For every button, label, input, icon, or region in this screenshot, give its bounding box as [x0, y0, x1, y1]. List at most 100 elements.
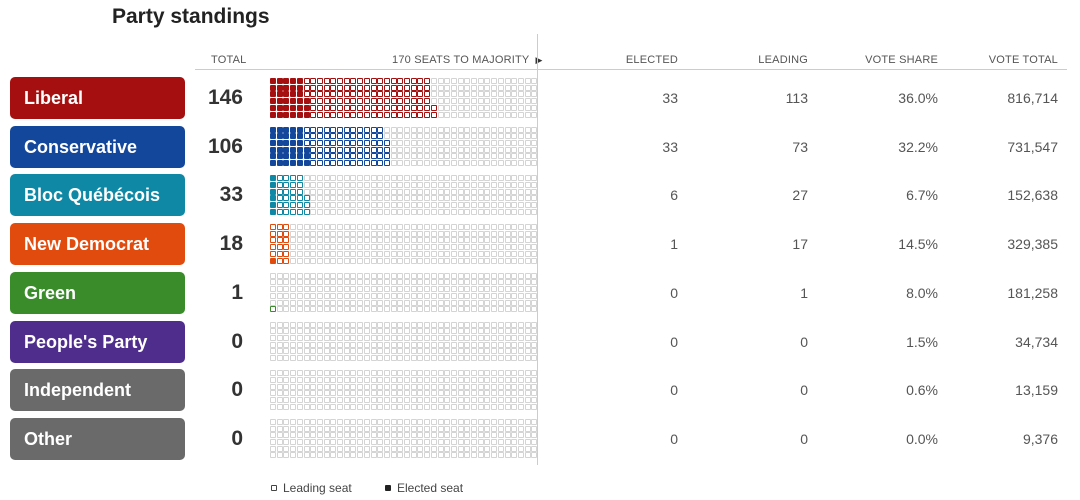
- empty-seat: [357, 244, 364, 251]
- empty-seat: [296, 334, 303, 341]
- empty-seat: [417, 202, 424, 209]
- empty-seat: [497, 390, 504, 397]
- empty-seat: [270, 279, 276, 286]
- empty-seat: [477, 334, 484, 341]
- empty-seat: [424, 334, 431, 341]
- elected-seat: [283, 126, 290, 133]
- leading-seat: [337, 98, 343, 105]
- empty-seat: [310, 334, 317, 341]
- leading-seat: [363, 104, 370, 111]
- leading-seat: [283, 257, 290, 264]
- empty-seat: [417, 445, 424, 452]
- party-label[interactable]: Other: [10, 417, 185, 460]
- empty-seat: [404, 452, 410, 459]
- empty-seat: [517, 78, 524, 84]
- empty-seat: [290, 403, 297, 410]
- empty-seat: [397, 250, 404, 257]
- empty-seat: [471, 396, 477, 403]
- leading-seat: [303, 208, 310, 215]
- seat-grid: [270, 175, 538, 215]
- empty-seat: [276, 396, 283, 403]
- empty-seat: [491, 432, 498, 439]
- empty-seat: [430, 272, 437, 279]
- empty-seat: [323, 348, 330, 355]
- empty-seat: [316, 418, 323, 425]
- empty-seat: [303, 250, 310, 257]
- leading-seat: [363, 133, 370, 140]
- empty-seat: [337, 341, 343, 348]
- leading-seat: [290, 208, 297, 215]
- empty-seat: [491, 272, 498, 279]
- empty-seat: [471, 126, 477, 133]
- empty-seat: [417, 321, 424, 328]
- party-label[interactable]: New Democrat: [10, 223, 185, 266]
- empty-seat: [531, 208, 538, 215]
- empty-seat: [410, 230, 417, 237]
- empty-seat: [370, 202, 377, 209]
- empty-seat: [511, 445, 518, 452]
- empty-seat: [524, 104, 531, 111]
- empty-seat: [290, 390, 297, 397]
- seat-total: 1: [231, 280, 243, 304]
- empty-seat: [464, 140, 471, 147]
- empty-seat: [337, 383, 343, 390]
- empty-seat: [450, 403, 457, 410]
- empty-seat: [303, 182, 310, 189]
- party-label[interactable]: People's Party: [10, 320, 185, 363]
- empty-seat: [357, 299, 364, 306]
- party-label[interactable]: Liberal: [10, 77, 185, 119]
- leading-seat: [350, 146, 357, 153]
- empty-seat: [343, 355, 350, 361]
- empty-seat: [276, 370, 283, 377]
- party-label[interactable]: Green: [10, 271, 185, 314]
- empty-seat: [424, 452, 431, 459]
- empty-seat: [337, 244, 343, 251]
- empty-seat: [316, 237, 323, 244]
- empty-seat: [464, 98, 471, 105]
- empty-seat: [350, 257, 357, 264]
- empty-seat: [511, 188, 518, 195]
- empty-seat: [464, 341, 471, 348]
- empty-seat: [477, 425, 484, 432]
- party-label[interactable]: Conservative: [10, 125, 185, 168]
- empty-seat: [357, 418, 364, 425]
- empty-seat: [511, 250, 518, 257]
- empty-seat: [270, 418, 276, 425]
- empty-seat: [437, 279, 444, 286]
- leading-seat: [377, 91, 384, 98]
- leading-count: 17: [792, 236, 808, 253]
- empty-seat: [464, 445, 471, 452]
- leading-seat: [383, 78, 390, 84]
- empty-seat: [437, 403, 444, 410]
- empty-seat: [417, 182, 424, 189]
- empty-seat: [323, 334, 330, 341]
- empty-seat: [350, 418, 357, 425]
- empty-seat: [290, 418, 297, 425]
- leading-count: 113: [785, 90, 808, 106]
- empty-seat: [511, 224, 518, 231]
- empty-seat: [410, 224, 417, 231]
- empty-seat: [290, 224, 297, 231]
- empty-seat: [316, 432, 323, 439]
- empty-seat: [524, 383, 531, 390]
- empty-seat: [390, 299, 397, 306]
- empty-seat: [397, 396, 404, 403]
- header-elected: ELECTED: [625, 54, 678, 66]
- empty-seat: [370, 383, 377, 390]
- elected-count: 33: [662, 138, 678, 155]
- empty-seat: [377, 250, 384, 257]
- empty-seat: [404, 140, 410, 147]
- empty-seat: [390, 306, 397, 313]
- empty-seat: [290, 425, 297, 432]
- leading-seat: [276, 175, 283, 182]
- vote-share: 8.0%: [906, 284, 938, 301]
- empty-seat: [517, 272, 524, 279]
- empty-seat: [504, 418, 511, 425]
- empty-seat: [383, 244, 390, 251]
- empty-seat: [316, 348, 323, 355]
- empty-seat: [276, 383, 283, 390]
- party-label[interactable]: Independent: [10, 369, 185, 412]
- party-label[interactable]: Bloc Québécois: [10, 174, 185, 217]
- elected-seat: [270, 98, 276, 105]
- empty-seat: [477, 299, 484, 306]
